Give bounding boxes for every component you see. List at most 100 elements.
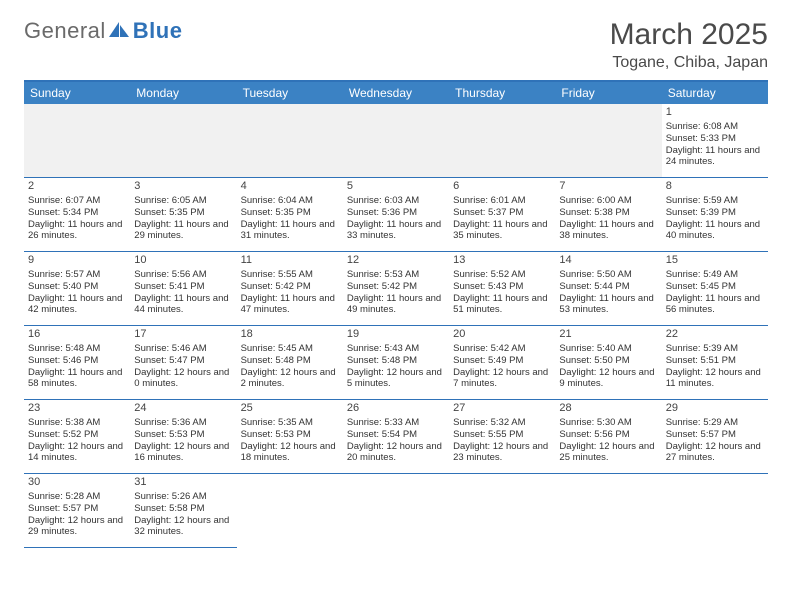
sunset-line: Sunset: 5:42 PM xyxy=(347,281,445,293)
day-number: 8 xyxy=(666,180,764,194)
calendar-cell xyxy=(24,104,130,178)
day-number: 1 xyxy=(666,106,764,120)
calendar-cell: 30Sunrise: 5:28 AMSunset: 5:57 PMDayligh… xyxy=(24,474,130,548)
daylight-line: Daylight: 12 hours and 9 minutes. xyxy=(559,367,657,391)
calendar-cell: 9Sunrise: 5:57 AMSunset: 5:40 PMDaylight… xyxy=(24,252,130,326)
day-number: 14 xyxy=(559,254,657,268)
day-number: 2 xyxy=(28,180,126,194)
sunrise-line: Sunrise: 5:45 AM xyxy=(241,343,339,355)
daylight-line: Daylight: 12 hours and 25 minutes. xyxy=(559,441,657,465)
day-number: 24 xyxy=(134,402,232,416)
sunset-line: Sunset: 5:42 PM xyxy=(241,281,339,293)
sunset-line: Sunset: 5:37 PM xyxy=(453,207,551,219)
weekday-header: Monday xyxy=(130,82,236,104)
day-number: 22 xyxy=(666,328,764,342)
sunrise-line: Sunrise: 5:46 AM xyxy=(134,343,232,355)
day-number: 19 xyxy=(347,328,445,342)
sunrise-line: Sunrise: 5:30 AM xyxy=(559,417,657,429)
day-number: 20 xyxy=(453,328,551,342)
header: General Blue March 2025 Togane, Chiba, J… xyxy=(24,18,768,72)
day-number: 15 xyxy=(666,254,764,268)
sunrise-line: Sunrise: 6:07 AM xyxy=(28,195,126,207)
day-number: 10 xyxy=(134,254,232,268)
calendar: SundayMondayTuesdayWednesdayThursdayFrid… xyxy=(24,80,768,548)
calendar-cell: 4Sunrise: 6:04 AMSunset: 5:35 PMDaylight… xyxy=(237,178,343,252)
sunset-line: Sunset: 5:45 PM xyxy=(666,281,764,293)
sunset-line: Sunset: 5:35 PM xyxy=(241,207,339,219)
daylight-line: Daylight: 11 hours and 33 minutes. xyxy=(347,219,445,243)
calendar-cell: 6Sunrise: 6:01 AMSunset: 5:37 PMDaylight… xyxy=(449,178,555,252)
sunset-line: Sunset: 5:44 PM xyxy=(559,281,657,293)
sunset-line: Sunset: 5:57 PM xyxy=(28,503,126,515)
title-block: March 2025 Togane, Chiba, Japan xyxy=(610,18,768,72)
weekday-header: Friday xyxy=(555,82,661,104)
daylight-line: Daylight: 11 hours and 38 minutes. xyxy=(559,219,657,243)
sunset-line: Sunset: 5:54 PM xyxy=(347,429,445,441)
day-number: 3 xyxy=(134,180,232,194)
month-title: March 2025 xyxy=(610,18,768,52)
sunset-line: Sunset: 5:38 PM xyxy=(559,207,657,219)
day-number: 17 xyxy=(134,328,232,342)
daylight-line: Daylight: 11 hours and 44 minutes. xyxy=(134,293,232,317)
sunset-line: Sunset: 5:50 PM xyxy=(559,355,657,367)
day-number: 29 xyxy=(666,402,764,416)
sail-icon xyxy=(109,18,131,44)
calendar-cell: 16Sunrise: 5:48 AMSunset: 5:46 PMDayligh… xyxy=(24,326,130,400)
sunset-line: Sunset: 5:58 PM xyxy=(134,503,232,515)
sunset-line: Sunset: 5:41 PM xyxy=(134,281,232,293)
daylight-line: Daylight: 11 hours and 40 minutes. xyxy=(666,219,764,243)
sunrise-line: Sunrise: 6:00 AM xyxy=(559,195,657,207)
sunrise-line: Sunrise: 5:53 AM xyxy=(347,269,445,281)
calendar-cell xyxy=(449,104,555,178)
brand-part1: General xyxy=(24,18,106,44)
calendar-cell: 29Sunrise: 5:29 AMSunset: 5:57 PMDayligh… xyxy=(662,400,768,474)
daylight-line: Daylight: 12 hours and 29 minutes. xyxy=(28,515,126,539)
sunrise-line: Sunrise: 5:57 AM xyxy=(28,269,126,281)
weekday-header: Tuesday xyxy=(237,82,343,104)
weekday-header-row: SundayMondayTuesdayWednesdayThursdayFrid… xyxy=(24,82,768,104)
sunset-line: Sunset: 5:57 PM xyxy=(666,429,764,441)
calendar-cell: 7Sunrise: 6:00 AMSunset: 5:38 PMDaylight… xyxy=(555,178,661,252)
calendar-cell: 10Sunrise: 5:56 AMSunset: 5:41 PMDayligh… xyxy=(130,252,236,326)
daylight-line: Daylight: 12 hours and 11 minutes. xyxy=(666,367,764,391)
daylight-line: Daylight: 12 hours and 5 minutes. xyxy=(347,367,445,391)
calendar-cell: 3Sunrise: 6:05 AMSunset: 5:35 PMDaylight… xyxy=(130,178,236,252)
sunrise-line: Sunrise: 5:32 AM xyxy=(453,417,551,429)
sunset-line: Sunset: 5:53 PM xyxy=(134,429,232,441)
day-number: 16 xyxy=(28,328,126,342)
daylight-line: Daylight: 12 hours and 23 minutes. xyxy=(453,441,551,465)
weekday-header: Thursday xyxy=(449,82,555,104)
sunrise-line: Sunrise: 5:36 AM xyxy=(134,417,232,429)
sunrise-line: Sunrise: 5:35 AM xyxy=(241,417,339,429)
calendar-cell: 22Sunrise: 5:39 AMSunset: 5:51 PMDayligh… xyxy=(662,326,768,400)
sunrise-line: Sunrise: 5:43 AM xyxy=(347,343,445,355)
calendar-cell xyxy=(237,474,343,548)
daylight-line: Daylight: 12 hours and 18 minutes. xyxy=(241,441,339,465)
sunrise-line: Sunrise: 5:59 AM xyxy=(666,195,764,207)
sunrise-line: Sunrise: 5:56 AM xyxy=(134,269,232,281)
calendar-cell: 18Sunrise: 5:45 AMSunset: 5:48 PMDayligh… xyxy=(237,326,343,400)
calendar-cell: 27Sunrise: 5:32 AMSunset: 5:55 PMDayligh… xyxy=(449,400,555,474)
calendar-grid: 1Sunrise: 6:08 AMSunset: 5:33 PMDaylight… xyxy=(24,104,768,548)
weekday-header: Sunday xyxy=(24,82,130,104)
sunset-line: Sunset: 5:51 PM xyxy=(666,355,764,367)
daylight-line: Daylight: 11 hours and 51 minutes. xyxy=(453,293,551,317)
daylight-line: Daylight: 12 hours and 0 minutes. xyxy=(134,367,232,391)
calendar-cell: 12Sunrise: 5:53 AMSunset: 5:42 PMDayligh… xyxy=(343,252,449,326)
calendar-cell: 17Sunrise: 5:46 AMSunset: 5:47 PMDayligh… xyxy=(130,326,236,400)
sunrise-line: Sunrise: 5:28 AM xyxy=(28,491,126,503)
sunrise-line: Sunrise: 6:05 AM xyxy=(134,195,232,207)
calendar-cell xyxy=(130,104,236,178)
calendar-cell: 5Sunrise: 6:03 AMSunset: 5:36 PMDaylight… xyxy=(343,178,449,252)
day-number: 27 xyxy=(453,402,551,416)
day-number: 23 xyxy=(28,402,126,416)
calendar-cell: 2Sunrise: 6:07 AMSunset: 5:34 PMDaylight… xyxy=(24,178,130,252)
sunrise-line: Sunrise: 5:48 AM xyxy=(28,343,126,355)
day-number: 13 xyxy=(453,254,551,268)
weekday-header: Wednesday xyxy=(343,82,449,104)
calendar-cell xyxy=(449,474,555,548)
daylight-line: Daylight: 12 hours and 16 minutes. xyxy=(134,441,232,465)
daylight-line: Daylight: 12 hours and 32 minutes. xyxy=(134,515,232,539)
daylight-line: Daylight: 12 hours and 20 minutes. xyxy=(347,441,445,465)
daylight-line: Daylight: 11 hours and 31 minutes. xyxy=(241,219,339,243)
